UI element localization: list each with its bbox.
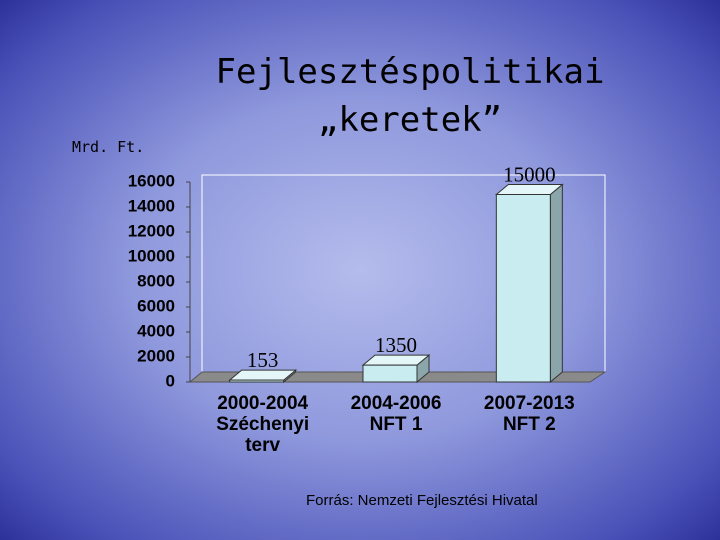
- value-label: 153: [247, 348, 279, 372]
- x-tick-label: 2007-2013 NFT 2: [483, 393, 575, 435]
- value-label: 1350: [375, 333, 417, 357]
- y-tick-label: 6000: [137, 296, 175, 315]
- y-tick-label: 2000: [137, 346, 175, 365]
- y-tick-label: 16000: [128, 171, 175, 190]
- y-tick-label: 14000: [128, 196, 175, 215]
- y-tick-label: 0: [166, 371, 175, 390]
- bar: [362, 364, 418, 383]
- bar: [495, 194, 551, 383]
- y-tick-label: 10000: [128, 246, 175, 265]
- y-tick-label: 12000: [128, 221, 175, 240]
- value-label: 15000: [503, 162, 556, 186]
- x-tick-label: 2004-2006 NFT 1: [350, 393, 442, 435]
- source-note: Forrás: Nemzeti Fejlesztési Hivatal: [306, 492, 538, 509]
- bar-side: [549, 183, 563, 384]
- x-tick-label: 2000-2004 Széchenyi terv: [216, 393, 310, 456]
- bar: [229, 379, 285, 383]
- y-tick-label: 4000: [137, 321, 175, 340]
- y-tick-label: 8000: [137, 271, 175, 290]
- slide-title: Fejlesztéspolitikai „keretek”: [215, 52, 605, 140]
- unit-label: Mrd. Ft.: [72, 138, 145, 156]
